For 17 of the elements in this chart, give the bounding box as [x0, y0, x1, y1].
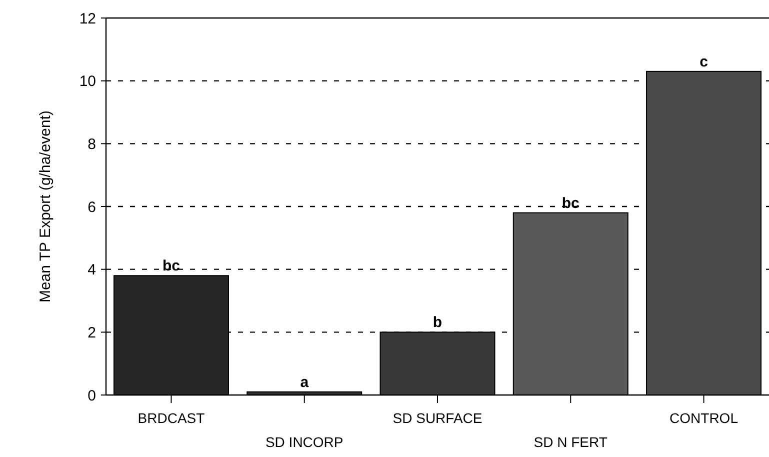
x-tick-label: SD N FERT: [534, 434, 608, 450]
annotation: c: [700, 53, 708, 70]
y-tick-label: 6: [88, 198, 96, 216]
y-tick-label: 12: [79, 10, 96, 28]
y-axis-title: Mean TP Export (g/ha/event): [37, 110, 54, 303]
x-tick-label: BRDCAST: [138, 410, 206, 426]
x-tick-label: CONTROL: [670, 410, 738, 426]
y-tick-label: 10: [79, 73, 96, 90]
y-tick-label: 2: [88, 324, 96, 342]
annotation: b: [432, 314, 442, 332]
x-tick-label: SD SURFACE: [392, 410, 482, 426]
annotation: bc: [162, 258, 180, 275]
y-tick-label: 4: [88, 262, 96, 279]
y-tick-label: 0: [88, 387, 96, 404]
annotation: a: [300, 374, 310, 391]
x-tick-label: SD INCORP: [265, 434, 344, 450]
y-tick-label: 8: [88, 136, 96, 153]
